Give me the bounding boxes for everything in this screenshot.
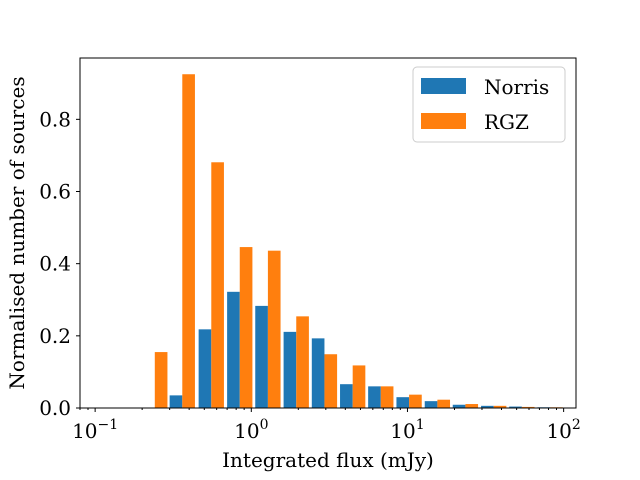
y-tick-label: 0.2 xyxy=(39,324,71,348)
bar-norris-12 xyxy=(481,405,494,408)
x-tick-label: 100 xyxy=(234,417,268,443)
bar-rgz-1 xyxy=(182,74,195,408)
x-tick-label: 10−1 xyxy=(72,417,118,443)
x-tick-label: 102 xyxy=(546,417,580,443)
y-tick-label: 0.6 xyxy=(39,180,71,204)
bar-norris-10 xyxy=(424,401,438,408)
bar-rgz-6 xyxy=(324,354,338,408)
bar-rgz-9 xyxy=(409,394,422,408)
bar-norris-7 xyxy=(340,384,353,408)
bar-rgz-12 xyxy=(493,405,507,408)
y-axis-label: Normalised number of sources xyxy=(5,76,29,389)
bar-norris-9 xyxy=(396,397,410,408)
x-tick-label: 101 xyxy=(390,417,424,443)
bar-norris-2 xyxy=(198,329,212,408)
y-tick-label: 0.8 xyxy=(39,107,71,131)
legend: Norris RGZ xyxy=(412,66,566,143)
legend-swatch-norris xyxy=(421,78,466,94)
legend-swatch-rgz xyxy=(421,113,466,129)
x-axis-ticks: 10−1 100 101 102 xyxy=(72,408,581,443)
bar-norris-3 xyxy=(227,291,240,408)
y-tick-label: 0.4 xyxy=(39,252,71,276)
y-tick-label: 0.0 xyxy=(39,396,71,420)
bar-rgz-10 xyxy=(437,399,451,408)
bar-rgz-7 xyxy=(352,365,366,408)
bar-rgz-3 xyxy=(239,247,253,408)
bar-norris-11 xyxy=(452,404,466,408)
x-axis-label: Integrated flux (mJy) xyxy=(222,448,434,472)
bar-norris-5 xyxy=(283,331,297,408)
bar-rgz-2 xyxy=(211,162,224,408)
legend-label-norris: Norris xyxy=(484,75,549,99)
legend-label-rgz: RGZ xyxy=(484,110,529,134)
bar-rgz-11 xyxy=(465,404,479,408)
bar-rgz-0 xyxy=(154,352,168,408)
bar-norris-4 xyxy=(255,305,268,408)
plot-area-frame xyxy=(79,57,577,409)
bar-norris-6 xyxy=(311,338,325,408)
bar-norris-13 xyxy=(509,406,522,408)
bar-rgz-5 xyxy=(296,316,309,408)
bar-norris-1 xyxy=(169,395,183,408)
bar-rgz-4 xyxy=(267,250,281,408)
bars-group xyxy=(154,74,563,408)
bar-norris-8 xyxy=(368,386,381,408)
bar-rgz-8 xyxy=(380,386,394,408)
bar-rgz-13 xyxy=(521,406,535,408)
y-axis-ticks: 0.0 0.2 0.4 0.6 0.8 xyxy=(39,107,80,420)
